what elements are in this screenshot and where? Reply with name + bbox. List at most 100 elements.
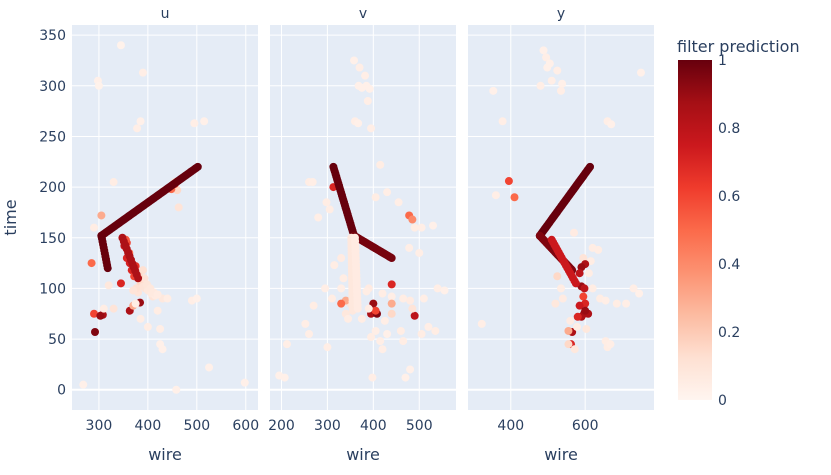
data-point [387,280,396,289]
data-point [87,259,96,268]
data-point [371,193,380,202]
data-point [344,314,353,323]
data-point [350,56,359,65]
data-point [309,301,318,310]
data-point [387,254,396,263]
data-point [405,243,414,252]
data-point [406,296,415,305]
data-point [629,284,638,293]
data-point [606,340,615,349]
data-point [570,228,579,237]
data-point [415,248,424,257]
data-point [322,198,331,207]
data-point [383,330,392,339]
data-point [371,306,380,315]
colorbar-tick-label: 0 [718,393,727,409]
data-point [433,284,442,293]
data-point [408,304,417,313]
panel-y: 400 600 y wire [468,6,654,464]
y-tick-label: 250 [39,129,66,145]
data-point [357,314,366,323]
data-point [193,162,202,171]
data-point [308,178,317,187]
data-point [636,68,645,77]
x-tick-label: 400 [497,418,524,434]
data-point [498,117,507,126]
markers [79,41,249,394]
data-point [282,340,291,349]
data-point [116,279,125,288]
y-tick-label: 150 [39,231,66,247]
x-tick-label: 600 [572,418,599,434]
data-point [383,188,392,197]
data-point [376,160,385,169]
data-point [387,309,396,318]
data-point [323,343,332,352]
panel-title: v [359,6,367,22]
data-point [153,306,162,315]
data-point [380,316,389,325]
data-point [504,177,513,186]
data-point [96,311,105,320]
data-point [174,203,183,212]
data-point [371,326,380,335]
x-tick-label: 300 [86,418,113,434]
data-point [572,322,581,331]
data-point [417,223,426,232]
data-point [367,124,376,133]
data-point [362,81,371,90]
colorbar-tick-label: 0.2 [718,325,740,341]
data-point [401,373,410,382]
panel-v: 200 300 400 500 v wire [268,6,456,464]
data-point [376,337,385,346]
data-point [557,284,565,293]
data-point [489,86,498,95]
data-point [129,286,138,295]
colorbar-tick-label: 1 [718,53,727,69]
data-point [558,79,567,88]
y-tick-label: 100 [39,281,66,297]
data-point [200,117,209,126]
data-point [337,284,346,293]
data-point [361,71,370,80]
data-point [399,337,408,346]
y-tick-label: 350 [39,28,66,44]
data-point [363,96,372,105]
data-point [94,81,103,90]
data-point [378,345,387,354]
data-point [431,326,440,335]
data-point [410,223,419,232]
data-point [192,294,201,303]
data-point [280,373,289,382]
x-tick-label: 300 [314,418,341,434]
data-point [575,301,584,310]
data-point [406,365,415,374]
data-point [510,193,519,202]
data-point [301,319,310,328]
data-point [588,284,597,293]
data-point [581,306,590,315]
panel-title: y [557,6,565,22]
data-point [116,41,125,50]
plot-background [270,25,456,410]
x-tick-label: 600 [232,418,259,434]
y-tick-label: 50 [48,332,66,348]
data-point [387,299,396,308]
data-point [557,86,565,95]
data-point [90,223,99,232]
data-point [553,66,562,75]
data-point [579,292,588,301]
panel-u: 300 400 500 600 u wire [72,6,259,464]
data-point [410,311,419,320]
data-point [440,286,449,295]
data-point [566,316,575,325]
data-point [571,279,580,288]
colorbar-title: filter prediction [677,37,800,56]
data-point [362,287,371,296]
x-tick-label: 500 [183,418,210,434]
data-point [586,162,595,171]
data-point [136,314,145,323]
y-axis-title: time [1,199,20,235]
data-point [138,266,147,275]
x-axis-title: wire [544,445,578,464]
